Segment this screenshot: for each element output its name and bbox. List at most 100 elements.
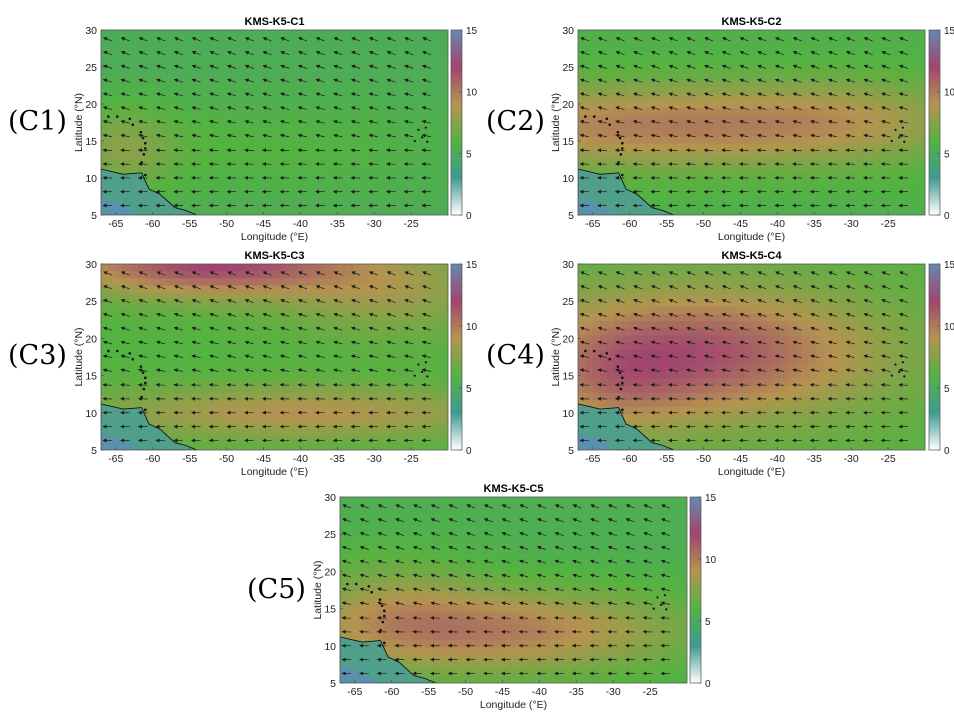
heatmap-cell [137, 143, 145, 152]
heatmap-cell [216, 371, 225, 380]
heatmap-cell [187, 179, 196, 188]
heatmap-cell [158, 285, 167, 294]
heatmap-cell [108, 86, 117, 95]
wind-arrow [863, 50, 873, 56]
heatmap-cell [440, 271, 448, 279]
heatmap-cell [252, 271, 261, 279]
heatmap-cell [158, 371, 167, 380]
heatmap-cell [621, 108, 630, 116]
heatmap-cell [382, 442, 391, 450]
heatmap-cell [657, 108, 666, 116]
heatmap-cell [267, 385, 276, 394]
heatmap-cell [780, 30, 789, 38]
heatmap-cell [823, 207, 832, 215]
heatmap-cell [599, 30, 608, 38]
heatmap-cell [274, 414, 283, 422]
heatmap-cell [375, 207, 384, 215]
heatmap-cell [737, 86, 745, 95]
heatmap-cell [296, 115, 305, 124]
heatmap-cell [368, 278, 377, 287]
heatmap-cell [187, 72, 196, 81]
heatmap-cell [722, 72, 731, 81]
heatmap-cell [296, 65, 305, 74]
wind-arrow [386, 340, 396, 345]
heatmap-cell [310, 278, 319, 287]
heatmap-cell [223, 200, 232, 209]
heatmap-cell [419, 51, 427, 60]
heatmap-cell [346, 30, 355, 38]
heatmap-cell [368, 414, 377, 422]
heatmap-cell [223, 285, 232, 294]
heatmap-cell [194, 115, 203, 124]
heatmap-cell [744, 186, 753, 195]
heatmap-cell [245, 371, 254, 380]
wind-arrow [422, 37, 432, 42]
heatmap-cell [715, 122, 724, 131]
heatmap-cell [787, 79, 796, 88]
heatmap-cell [281, 285, 290, 294]
heatmap-cell [144, 165, 153, 173]
heatmap-cell [296, 342, 305, 351]
heatmap-cell [310, 51, 319, 60]
heatmap-cell [794, 143, 803, 152]
heatmap-cell [115, 94, 124, 102]
heatmap-cell [158, 342, 167, 351]
heatmap-cell [765, 101, 774, 109]
heatmap-cell [419, 271, 427, 279]
heatmap-cell [238, 285, 247, 294]
heatmap-cell [823, 44, 832, 52]
heatmap-cell [332, 207, 341, 215]
heatmap-cell [823, 129, 832, 138]
heatmap-cell [209, 278, 218, 287]
heatmap-cell [585, 357, 594, 365]
heatmap-cell [288, 186, 297, 195]
wind-arrow [315, 298, 325, 304]
heatmap-cell [867, 172, 875, 181]
heatmap-cell [260, 321, 268, 329]
heatmap-cell [382, 414, 391, 422]
heatmap-cell [339, 285, 348, 294]
heatmap-cell [881, 58, 890, 67]
heatmap-cell [426, 306, 435, 315]
heatmap-cell [888, 58, 897, 67]
wind-arrows [579, 37, 909, 208]
heatmap-cell [332, 306, 341, 315]
heatmap-cell [881, 172, 890, 181]
heatmap-cell [773, 129, 782, 138]
heatmap-cell [621, 342, 630, 351]
heatmap-cell [346, 65, 355, 74]
wind-arrow [332, 148, 343, 153]
heatmap-cell [129, 342, 138, 351]
heatmap-cell [390, 414, 398, 422]
heatmap-cell [390, 186, 398, 195]
heatmap-cell [216, 94, 225, 102]
wind-arrow [279, 354, 290, 359]
wind-arrow [703, 148, 714, 153]
wind-arrow [863, 148, 873, 153]
heatmap-cell [332, 435, 341, 444]
heatmap-cell [129, 94, 138, 102]
heatmap-cell [729, 122, 738, 131]
wind-arrow [279, 133, 290, 138]
heatmap-cell [216, 399, 225, 408]
heatmap-cell [202, 414, 211, 422]
wind-arrow [386, 148, 396, 153]
heatmap-cell [903, 115, 912, 124]
heatmap-cell [288, 314, 297, 322]
heatmap-cell [216, 79, 225, 88]
heatmap-cell [606, 306, 615, 315]
heatmap-cell [151, 414, 160, 422]
heatmap-cell [606, 357, 615, 365]
wind-arrow [191, 37, 201, 42]
heatmap-cell [361, 101, 370, 109]
heatmap-cell [361, 285, 370, 294]
heatmap-cell [209, 37, 218, 45]
heatmap-cell [115, 37, 124, 45]
heatmap-cell [773, 136, 782, 145]
heatmap-cell [650, 299, 659, 308]
heatmap-cell [281, 421, 290, 430]
heatmap-cell [223, 299, 232, 308]
heatmap-cell [657, 278, 666, 287]
heatmap-cell [252, 278, 261, 287]
island [107, 115, 110, 118]
